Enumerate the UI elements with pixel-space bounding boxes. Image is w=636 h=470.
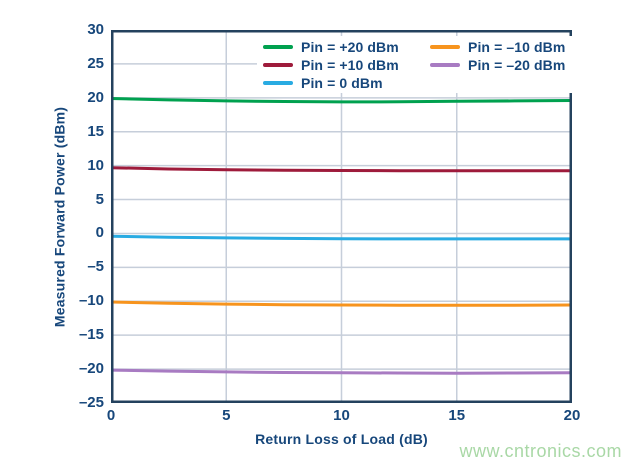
x-tick-label: 0 [106,407,116,424]
series-line [111,166,572,173]
legend-line-swatch [263,62,293,67]
y-axis-title: Measured Forward Power (dBm) [51,106,68,328]
plot-area: Pin = +20 dBm Pin = –10 dBm Pin = +10 dBm P… [111,30,573,403]
x-tick-label: 15 [448,407,466,424]
series-line [111,300,572,307]
legend-item: Pin = 0 dBm [263,74,426,91]
legend-item: Pin = +20 dBm [263,38,426,55]
legend-line-swatch [430,44,460,49]
plot-border [111,30,572,403]
y-tick-label: 5 [95,190,104,208]
x-tick-label: 10 [333,407,350,424]
y-tick-label: 0 [95,224,104,242]
series-line [111,97,572,104]
x-tick-label: 5 [222,407,231,424]
legend-label: Pin = –20 dBm [468,56,566,73]
series-line [111,234,572,241]
y-tick-label: 30 [87,21,104,38]
legend-item: Pin = –20 dBm [430,56,569,73]
y-tick-label: 20 [87,88,104,106]
y-tick-label: –10 [78,292,104,310]
legend-label: Pin = +20 dBm [301,38,399,55]
watermark-text: www.cntronics.com [459,441,622,461]
legend-line-swatch [263,44,293,49]
y-tick-label: –5 [87,258,104,276]
y-tick-label: –20 [78,360,104,378]
legend-line-swatch [263,80,293,85]
y-tick-label: 15 [87,122,104,140]
y-tick-label: 25 [87,54,104,72]
y-tick-label: –15 [78,326,104,344]
x-tick-label: 20 [563,407,581,424]
x-axis-title: Return Loss of Load (dB) [255,431,428,447]
series-line [111,368,572,375]
legend-label: Pin = 0 dBm [301,74,383,91]
legend-item: Pin = +10 dBm [263,56,426,73]
legend-label: Pin = –10 dBm [468,38,566,55]
legend-line-swatch [430,62,460,67]
legend-label: Pin = +10 dBm [301,56,399,73]
y-tick-label: 10 [87,156,104,174]
legend-item: Pin = –10 dBm [430,38,569,55]
chart-canvas [111,30,572,403]
legend: Pin = +20 dBm Pin = –10 dBm Pin = +10 dBm P… [257,36,573,93]
y-tick-label: –25 [78,394,104,411]
